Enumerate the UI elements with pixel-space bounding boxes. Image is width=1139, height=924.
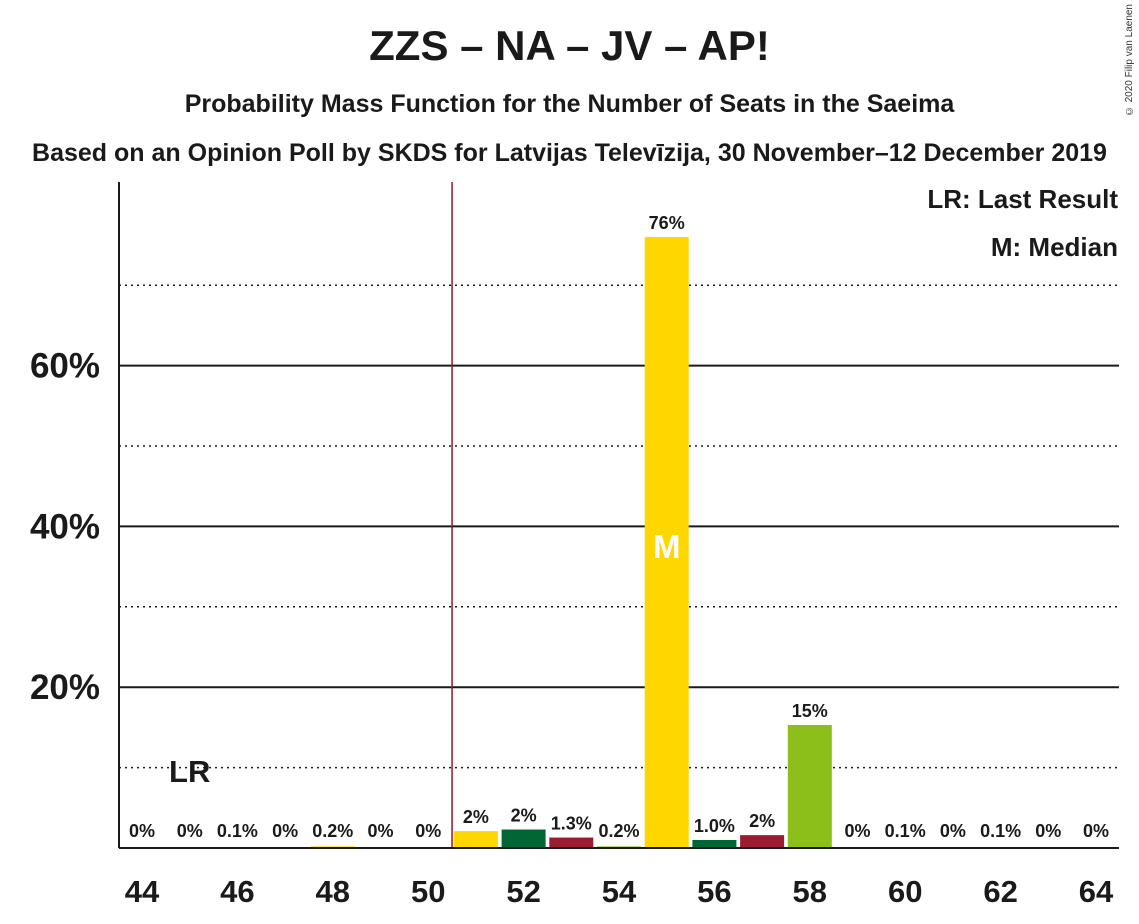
x-tick-label: 44 — [125, 874, 160, 909]
data-label: 0% — [844, 821, 870, 841]
last-result-marker: LR — [169, 754, 210, 789]
data-label: 2% — [511, 806, 537, 826]
bar-seats-58 — [787, 724, 832, 848]
median-marker: M — [653, 528, 681, 565]
bar-seats-51 — [453, 831, 498, 848]
data-label: 0% — [1083, 821, 1109, 841]
x-tick-label: 60 — [888, 874, 922, 909]
x-tick-label: 56 — [697, 874, 731, 909]
data-label: 0.2% — [312, 821, 353, 841]
data-label: 0% — [367, 821, 393, 841]
y-tick-label: 20% — [30, 668, 100, 707]
data-label: 0% — [1035, 821, 1061, 841]
x-tick-label: 62 — [983, 874, 1017, 909]
bar-seats-56 — [692, 839, 737, 848]
legend-median: M: Median — [990, 232, 1118, 262]
chart-title: ZZS – NA – JV – AP! — [369, 22, 770, 69]
legend-last-result: LR: Last Result — [927, 184, 1118, 214]
data-label: 0.2% — [598, 821, 639, 841]
data-label: 0% — [272, 821, 298, 841]
x-tick-label: 64 — [1079, 874, 1114, 909]
data-label: 15% — [792, 701, 828, 721]
x-tick-label: 54 — [602, 874, 637, 909]
x-tick-label: 46 — [220, 874, 254, 909]
data-label: 0% — [177, 821, 203, 841]
chart-source-subtitle: Based on an Opinion Poll by SKDS for Lat… — [32, 139, 1107, 167]
bar-seats-57 — [740, 835, 785, 848]
data-label: 2% — [463, 807, 489, 827]
y-tick-label: 40% — [30, 507, 100, 546]
x-tick-label: 58 — [793, 874, 827, 909]
x-tick-label: 48 — [316, 874, 350, 909]
data-label: 1.0% — [694, 816, 735, 836]
bar-seats-52 — [501, 829, 546, 848]
data-label: 0.1% — [980, 821, 1021, 841]
y-tick-label: 60% — [30, 347, 100, 386]
bar-seats-55 — [644, 236, 689, 848]
data-label: 76% — [649, 213, 685, 233]
data-label: 0% — [415, 821, 441, 841]
data-label: 2% — [749, 811, 775, 831]
data-label: 0.1% — [217, 821, 258, 841]
data-label: 1.3% — [551, 814, 592, 834]
x-tick-label: 50 — [411, 874, 445, 909]
bar-seats-53 — [549, 837, 594, 848]
data-label: 0% — [129, 821, 155, 841]
data-label: 0% — [940, 821, 966, 841]
data-label: 0.1% — [885, 821, 926, 841]
chart-subtitle: Probability Mass Function for the Number… — [184, 90, 955, 118]
x-tick-label: 52 — [506, 874, 540, 909]
